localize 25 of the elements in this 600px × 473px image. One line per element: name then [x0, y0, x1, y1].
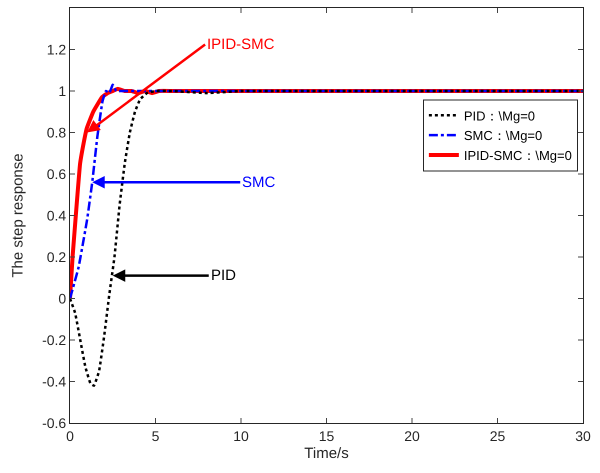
x-tick-label: 30: [575, 428, 591, 444]
y-tick-label: -0.6: [42, 414, 66, 431]
annotation: IPID-SMC: [207, 36, 275, 53]
y-tick-label: 0.2: [46, 248, 66, 265]
x-axis-title: Time/s: [304, 444, 349, 462]
y-tick-label: 0.8: [46, 124, 66, 140]
y-tick-label: 0.6: [46, 166, 66, 182]
x-tick-label: 20: [404, 428, 420, 444]
legend-label: IPID-SMC：\Mg=0: [464, 148, 572, 164]
y-tick-label: 1: [58, 82, 66, 99]
x-tick-label: 5: [152, 428, 160, 444]
y-tick-label: 0: [58, 290, 66, 306]
legend-label: PID：\Mg=0: [464, 108, 536, 124]
y-tick-label: -0.4: [42, 373, 66, 390]
line-series: [70, 90, 583, 387]
y-tick-label: 0.4: [46, 207, 66, 224]
y-axis-title: The step response: [9, 153, 26, 278]
y-tick-label: 1.2: [46, 41, 66, 58]
y-tick-label: -0.2: [42, 332, 66, 348]
annotation: SMC: [242, 174, 276, 191]
legend-label: SMC：\Mg=0: [464, 128, 542, 144]
x-tick-label: 10: [233, 428, 249, 444]
x-tick-label: 25: [490, 428, 506, 444]
annotation: PID: [211, 267, 236, 284]
x-tick-label: 15: [318, 428, 334, 444]
